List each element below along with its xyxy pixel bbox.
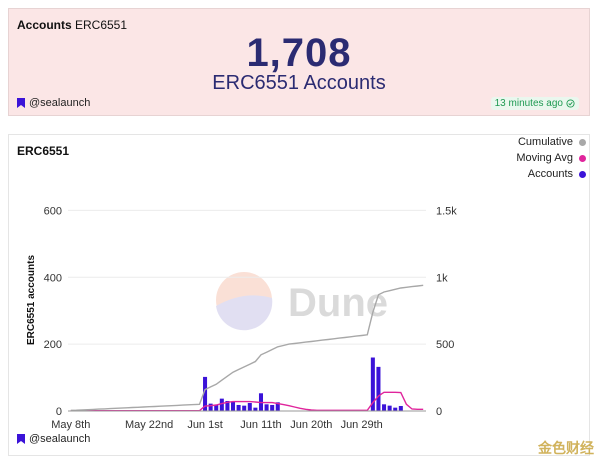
bar-accounts[interactable] — [370, 357, 375, 411]
bar-accounts[interactable] — [242, 405, 247, 411]
bar-accounts[interactable] — [208, 403, 213, 411]
x-tick-label: May 22nd — [125, 419, 173, 431]
bar-accounts[interactable] — [253, 407, 258, 411]
dune-watermark: Dune — [216, 272, 388, 331]
counter-label: ERC6551 Accounts — [212, 72, 386, 94]
legend-dot-cumulative — [579, 138, 586, 146]
y-tick-label: 400 — [44, 272, 62, 284]
counter-card: Accounts ERC6551 1,708 ERC6551 Accounts … — [8, 8, 590, 116]
bar-accounts[interactable] — [270, 404, 275, 411]
x-tick-label: Jun 1st — [187, 419, 222, 431]
updated-badge: 13 minutes ago — [490, 97, 579, 110]
bookmark-icon — [17, 434, 25, 444]
updated-text: 13 minutes ago — [494, 98, 563, 109]
bar-accounts[interactable] — [376, 366, 381, 411]
y-tick-label: 200 — [44, 339, 62, 351]
bar-accounts[interactable] — [387, 405, 392, 411]
legend-label-cumulative: Cumulative — [517, 136, 573, 148]
chart-author-name[interactable]: @sealaunch — [29, 433, 91, 445]
bar-accounts[interactable] — [219, 398, 224, 411]
check-circle-icon — [566, 99, 575, 108]
bar-accounts[interactable] — [214, 404, 219, 411]
counter-author-name[interactable]: @sealaunch — [29, 97, 91, 109]
y-axis-label: ERC6551 accounts — [26, 255, 37, 345]
y2-tick-label: 1.5k — [436, 205, 457, 217]
x-tick-label: Jun 11th — [240, 419, 281, 431]
bar-accounts[interactable] — [393, 407, 398, 411]
bar-accounts[interactable] — [264, 404, 269, 411]
legend-item-cumulative[interactable]: Cumulative — [516, 134, 586, 150]
bar-accounts[interactable] — [236, 404, 241, 411]
y-tick-label: 600 — [44, 205, 62, 217]
chart-legend: Cumulative Moving Avg Accounts — [516, 134, 586, 182]
x-tick-label: Jun 20th — [290, 419, 332, 431]
chart-author[interactable]: @sealaunch — [17, 433, 90, 445]
legend-label-accounts: Accounts — [527, 168, 573, 180]
bar-accounts[interactable] — [203, 376, 208, 411]
counter-value: 1,708 — [246, 31, 352, 75]
counter-author[interactable]: @sealaunch — [17, 97, 90, 109]
legend-dot-moving-avg — [579, 154, 586, 162]
chart-title[interactable]: ERC6551 — [17, 144, 70, 158]
line-cumulative[interactable] — [70, 284, 424, 411]
bar-accounts[interactable] — [231, 401, 236, 411]
bar-accounts[interactable] — [247, 402, 252, 411]
bar-accounts[interactable] — [225, 400, 230, 411]
bar-accounts[interactable] — [275, 402, 280, 411]
y-tick-label: 0 — [56, 406, 62, 418]
y2-tick-label: 0 — [436, 406, 442, 418]
y2-tick-label: 500 — [436, 339, 454, 351]
legend-dot-accounts — [579, 170, 586, 178]
legend-item-accounts[interactable]: Accounts — [516, 166, 586, 182]
bar-accounts[interactable] — [398, 405, 403, 411]
chart-card: ERC6551 @sealaunch — [8, 134, 590, 456]
bar-accounts[interactable] — [382, 404, 387, 411]
legend-item-moving-avg[interactable]: Moving Avg — [516, 150, 586, 166]
x-tick-label: Jun 29th — [341, 419, 383, 431]
counter-query-title[interactable]: Accounts — [17, 18, 72, 32]
counter-query-name: ERC6551 — [75, 18, 128, 32]
y2-tick-label: 1k — [436, 272, 448, 284]
watermark-text: Dune — [288, 281, 388, 325]
x-tick-label: May 8th — [51, 419, 90, 431]
legend-label-moving-avg: Moving Avg — [516, 152, 573, 164]
bookmark-icon — [17, 98, 25, 108]
corner-watermark: 金色财经 — [538, 440, 594, 456]
